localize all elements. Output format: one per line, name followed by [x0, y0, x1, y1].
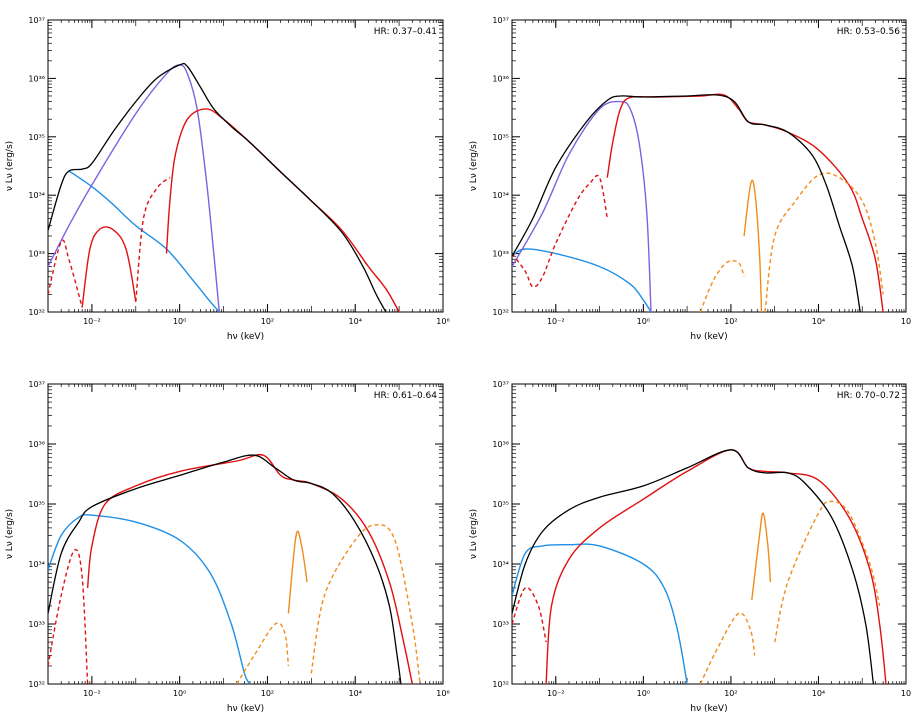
y-tick-label: 10³⁶: [28, 74, 45, 83]
y-tick-label: 10³⁵: [492, 500, 509, 509]
series-line-6: [743, 179, 763, 312]
x-tick-label: 10⁰: [637, 689, 650, 698]
series-line-4: [606, 93, 884, 312]
x-tick-label: 10²: [724, 689, 737, 698]
series-line-1: [68, 170, 220, 312]
series-line-4: [81, 226, 137, 308]
series-line-1: [512, 543, 688, 684]
plot-frame: [511, 383, 907, 685]
x-tick-label: 10⁴: [812, 689, 825, 698]
chart-panel-1: 10⁻² 10⁰ 10² 10⁴ 10⁶ 10³² 10³³ 10³⁴ 10³⁵ 10³⁶ 10³⁷…: [5, 16, 450, 342]
y-axis-label: ν Lν (erg/s): [469, 509, 479, 559]
y-tick-label: 10³⁷: [492, 16, 509, 25]
x-tick-label: 10⁶: [436, 689, 449, 698]
y-tick-label: 10³²: [28, 308, 45, 317]
series-line-2: [512, 100, 652, 312]
x-tick-label: 10⁻²: [547, 689, 565, 698]
y-tick-label: 10³⁷: [492, 380, 509, 389]
hr-annotation: HR: 0.70–0.72: [837, 391, 900, 401]
y-tick-label: 10³⁵: [28, 133, 45, 142]
chart-panel-3: 10⁻² 10⁰ 10² 10⁴ 10⁶ 10³² 10³³ 10³⁴ 10³⁵ 10³⁶ 10³⁷…: [5, 380, 450, 714]
y-tick-label: 10³⁵: [492, 133, 509, 142]
series-line-7: [48, 62, 387, 312]
plot-frame: [47, 19, 444, 313]
x-axis-label: hν (keV): [227, 332, 264, 342]
x-tick-label: 10: [901, 689, 911, 698]
hr-annotation: HR: 0.53–0.56: [837, 27, 900, 37]
series-line-6: [310, 524, 421, 684]
series-line-3: [512, 174, 608, 288]
series-line-4: [236, 622, 290, 684]
x-tick-label: 10⁻²: [83, 317, 101, 326]
x-tick-label: 10⁴: [349, 317, 362, 326]
y-tick-label: 10³⁵: [28, 500, 45, 509]
y-tick-label: 10³⁴: [28, 560, 45, 569]
hr-annotation: HR: 0.37–0.41: [374, 27, 437, 37]
y-tick-label: 10³²: [492, 308, 509, 317]
y-tick-label: 10³⁶: [492, 74, 509, 83]
y-tick-label: 10³³: [28, 620, 45, 629]
y-tick-label: 10³⁷: [28, 16, 45, 25]
series-line-5: [751, 512, 772, 601]
series-line-2: [48, 548, 89, 684]
x-tick-label: 10²: [261, 317, 274, 326]
x-tick-label: 10⁻²: [83, 689, 101, 698]
x-axis-label: hν (keV): [227, 704, 264, 714]
x-tick-label: 10⁰: [173, 317, 186, 326]
y-tick-label: 10³⁴: [28, 191, 45, 200]
y-tick-label: 10³²: [492, 680, 509, 689]
y-tick-label: 10³⁶: [28, 440, 45, 449]
y-axis-label: ν Lν (erg/s): [5, 509, 15, 559]
x-tick-label: 10²: [261, 689, 274, 698]
chart-panel-2: 10⁻² 10⁰ 10² 10⁴ 10 10³² 10³³ 10³⁴ 10³⁵ 10³⁶ 10³⁷ h…: [469, 16, 911, 342]
y-tick-label: 10³²: [28, 680, 45, 689]
chart-panel-4: 10⁻² 10⁰ 10² 10⁴ 10 10³² 10³³ 10³⁴ 10³⁵ 10³⁶ 10³⁷ h…: [469, 380, 911, 714]
y-tick-label: 10³⁴: [492, 560, 509, 569]
series-line-5: [135, 177, 171, 302]
x-axis-label: hν (keV): [690, 704, 727, 714]
y-tick-label: 10³³: [492, 620, 509, 629]
series-line-2: [512, 586, 547, 643]
plot-frame: [511, 19, 907, 313]
y-axis-label: ν Lν (erg/s): [5, 141, 15, 191]
series-line-1: [48, 513, 251, 684]
series-line-5: [287, 530, 308, 614]
series-line-4: [699, 612, 756, 684]
series-line-7: [48, 454, 402, 684]
y-tick-label: 10³⁴: [492, 191, 509, 200]
plot-frame: [47, 383, 444, 685]
x-tick-label: 10⁻²: [547, 317, 565, 326]
hr-annotation: HR: 0.61–0.64: [374, 391, 437, 401]
x-tick-label: 10⁰: [173, 689, 186, 698]
series-line-3: [48, 239, 83, 308]
series-line-8: [512, 94, 861, 312]
y-tick-label: 10³³: [28, 250, 45, 259]
x-tick-label: 10⁶: [436, 317, 449, 326]
y-axis-label: ν Lν (erg/s): [469, 141, 479, 191]
x-tick-label: 10⁰: [637, 317, 650, 326]
y-tick-label: 10³⁷: [28, 380, 45, 389]
y-tick-label: 10³⁶: [492, 440, 509, 449]
series-line-3: [545, 449, 887, 684]
series-line-5: [699, 259, 745, 312]
x-tick-label: 10: [901, 317, 911, 326]
y-tick-label: 10³³: [492, 250, 509, 259]
x-tick-label: 10⁴: [349, 689, 362, 698]
x-tick-label: 10⁴: [812, 317, 825, 326]
x-axis-label: hν (keV): [690, 332, 727, 342]
series-line-1: [512, 248, 652, 312]
series-line-7: [764, 172, 884, 312]
x-tick-label: 10²: [724, 317, 737, 326]
series-line-7: [512, 449, 875, 684]
series-line-6: [774, 500, 881, 643]
